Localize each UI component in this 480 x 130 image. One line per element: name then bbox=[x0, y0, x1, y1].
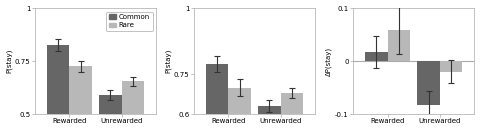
Legend: Common, Rare: Common, Rare bbox=[106, 12, 153, 31]
Y-axis label: P(stay): P(stay) bbox=[165, 49, 171, 73]
Bar bbox=[281, 93, 303, 130]
Bar bbox=[121, 81, 144, 130]
Y-axis label: ΔP(stay): ΔP(stay) bbox=[325, 47, 332, 76]
Bar bbox=[387, 30, 410, 61]
Bar bbox=[440, 61, 462, 72]
Bar bbox=[365, 52, 387, 61]
Bar bbox=[99, 95, 121, 130]
Bar bbox=[206, 64, 228, 130]
Y-axis label: P(stay): P(stay) bbox=[6, 49, 12, 73]
Bar bbox=[228, 88, 251, 130]
Bar bbox=[258, 106, 281, 130]
Bar bbox=[70, 66, 92, 130]
Bar bbox=[418, 61, 440, 105]
Bar bbox=[47, 45, 70, 130]
